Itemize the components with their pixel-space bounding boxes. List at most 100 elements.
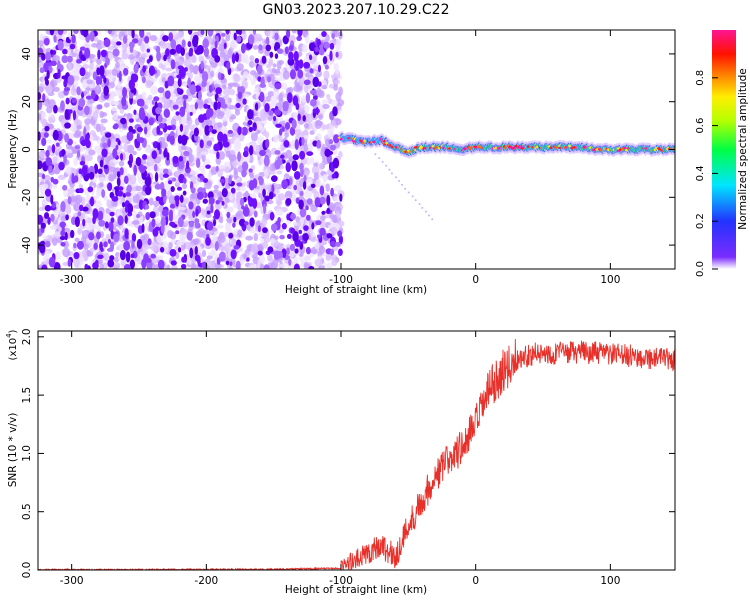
heat-cell bbox=[385, 164, 388, 167]
heat-cell bbox=[263, 155, 270, 167]
heat-cell bbox=[48, 164, 53, 172]
heat-cell bbox=[53, 262, 61, 269]
heat-cell bbox=[253, 232, 258, 242]
snr-panel: -300 -200 -100 0 100 0.00.51.01.52.0 Height … bbox=[5, 328, 676, 596]
heat-cell bbox=[254, 33, 263, 43]
heat-cell bbox=[179, 235, 185, 246]
heat-cell bbox=[172, 214, 178, 222]
heat-cell bbox=[82, 30, 89, 38]
heat-cell bbox=[60, 100, 65, 112]
heat-cell bbox=[103, 102, 110, 108]
heat-cell bbox=[309, 68, 314, 74]
heat-cell bbox=[46, 139, 53, 144]
heat-cell bbox=[265, 44, 272, 52]
heat-cell bbox=[305, 214, 311, 221]
heat-cell bbox=[46, 70, 50, 79]
colorbar-label: Normalized spectral amplitude bbox=[737, 68, 749, 229]
heat-cell bbox=[151, 150, 158, 160]
heat-cell bbox=[92, 215, 96, 225]
heat-cell bbox=[256, 201, 262, 209]
heat-cell bbox=[330, 187, 334, 197]
heat-cell bbox=[273, 250, 280, 261]
heat-cell bbox=[303, 225, 309, 231]
heat-cell bbox=[87, 186, 94, 193]
heat-cell bbox=[288, 51, 294, 61]
heat-cell bbox=[200, 60, 204, 70]
heat-cell bbox=[335, 51, 339, 58]
heat-cell bbox=[290, 227, 296, 234]
heat-cell bbox=[55, 251, 61, 261]
heat-cell bbox=[138, 56, 145, 65]
heat-cell bbox=[301, 43, 308, 53]
heat-cell bbox=[234, 109, 241, 116]
heat-cell bbox=[184, 125, 189, 135]
heat-cell bbox=[105, 57, 110, 66]
heat-cell bbox=[182, 94, 189, 100]
heat-cell bbox=[317, 64, 321, 73]
heat-cell bbox=[53, 35, 57, 43]
snr-multiplier-exp: 4 bbox=[5, 333, 13, 338]
heat-cell bbox=[311, 188, 317, 194]
heat-cell bbox=[313, 171, 319, 181]
heat-cell bbox=[129, 190, 137, 197]
heat-cell bbox=[65, 97, 70, 105]
heat-cell bbox=[176, 98, 184, 105]
heat-cell bbox=[221, 103, 228, 109]
heat-cell bbox=[158, 123, 165, 129]
heat-cell bbox=[161, 209, 169, 217]
heat-cell bbox=[268, 254, 274, 264]
heat-cell bbox=[113, 100, 120, 106]
heat-cell bbox=[178, 66, 186, 78]
heat-cell bbox=[119, 250, 126, 261]
heat-cell bbox=[163, 54, 167, 62]
heat-cell bbox=[329, 42, 335, 50]
heat-cell bbox=[121, 96, 127, 107]
heat-cell bbox=[83, 243, 89, 250]
heat-cell bbox=[190, 262, 197, 269]
heat-cell bbox=[282, 100, 289, 112]
heat-cell bbox=[267, 246, 274, 253]
heat-cell bbox=[321, 84, 328, 90]
heat-cell bbox=[177, 158, 185, 170]
heat-cell bbox=[225, 222, 230, 233]
heat-cell bbox=[143, 126, 148, 135]
heat-cell bbox=[99, 263, 105, 269]
heat-cell bbox=[132, 150, 137, 156]
heat-cell bbox=[155, 107, 162, 115]
heat-cell bbox=[118, 160, 125, 167]
heat-cell bbox=[117, 215, 124, 226]
heat-cell bbox=[119, 108, 124, 114]
heat-cell bbox=[259, 149, 266, 157]
heat-cell bbox=[73, 175, 79, 183]
heat-cell bbox=[241, 169, 247, 178]
heat-cell bbox=[154, 172, 159, 183]
snr-series-line bbox=[38, 339, 675, 570]
heat-cell bbox=[314, 78, 320, 87]
heat-cell bbox=[73, 258, 80, 268]
heat-cell bbox=[330, 99, 338, 107]
heat-cell bbox=[311, 222, 315, 230]
heat-cell bbox=[67, 74, 75, 86]
heat-cell bbox=[100, 137, 106, 143]
spectrogram-x-axis: -300 -200 -100 0 100 bbox=[60, 30, 620, 286]
heat-cell bbox=[264, 102, 270, 113]
heat-cell bbox=[201, 80, 207, 88]
heat-cell bbox=[74, 237, 80, 243]
heat-cell bbox=[95, 136, 100, 141]
heat-cell bbox=[194, 254, 200, 262]
heat-cell bbox=[297, 113, 301, 122]
heat-cell bbox=[96, 188, 103, 196]
heat-cell bbox=[331, 32, 335, 40]
heat-cell bbox=[129, 174, 137, 185]
heat-cell bbox=[107, 46, 115, 51]
heat-cell bbox=[151, 105, 158, 116]
heat-cell bbox=[233, 32, 237, 41]
heat-cell bbox=[158, 172, 164, 179]
heat-cell bbox=[140, 42, 145, 53]
y-tick-label: 20 bbox=[21, 95, 33, 108]
heat-cell bbox=[69, 229, 75, 239]
heat-cell bbox=[47, 145, 53, 152]
heat-cell bbox=[245, 235, 254, 241]
heat-cell bbox=[296, 35, 302, 41]
heat-cell bbox=[318, 48, 325, 56]
